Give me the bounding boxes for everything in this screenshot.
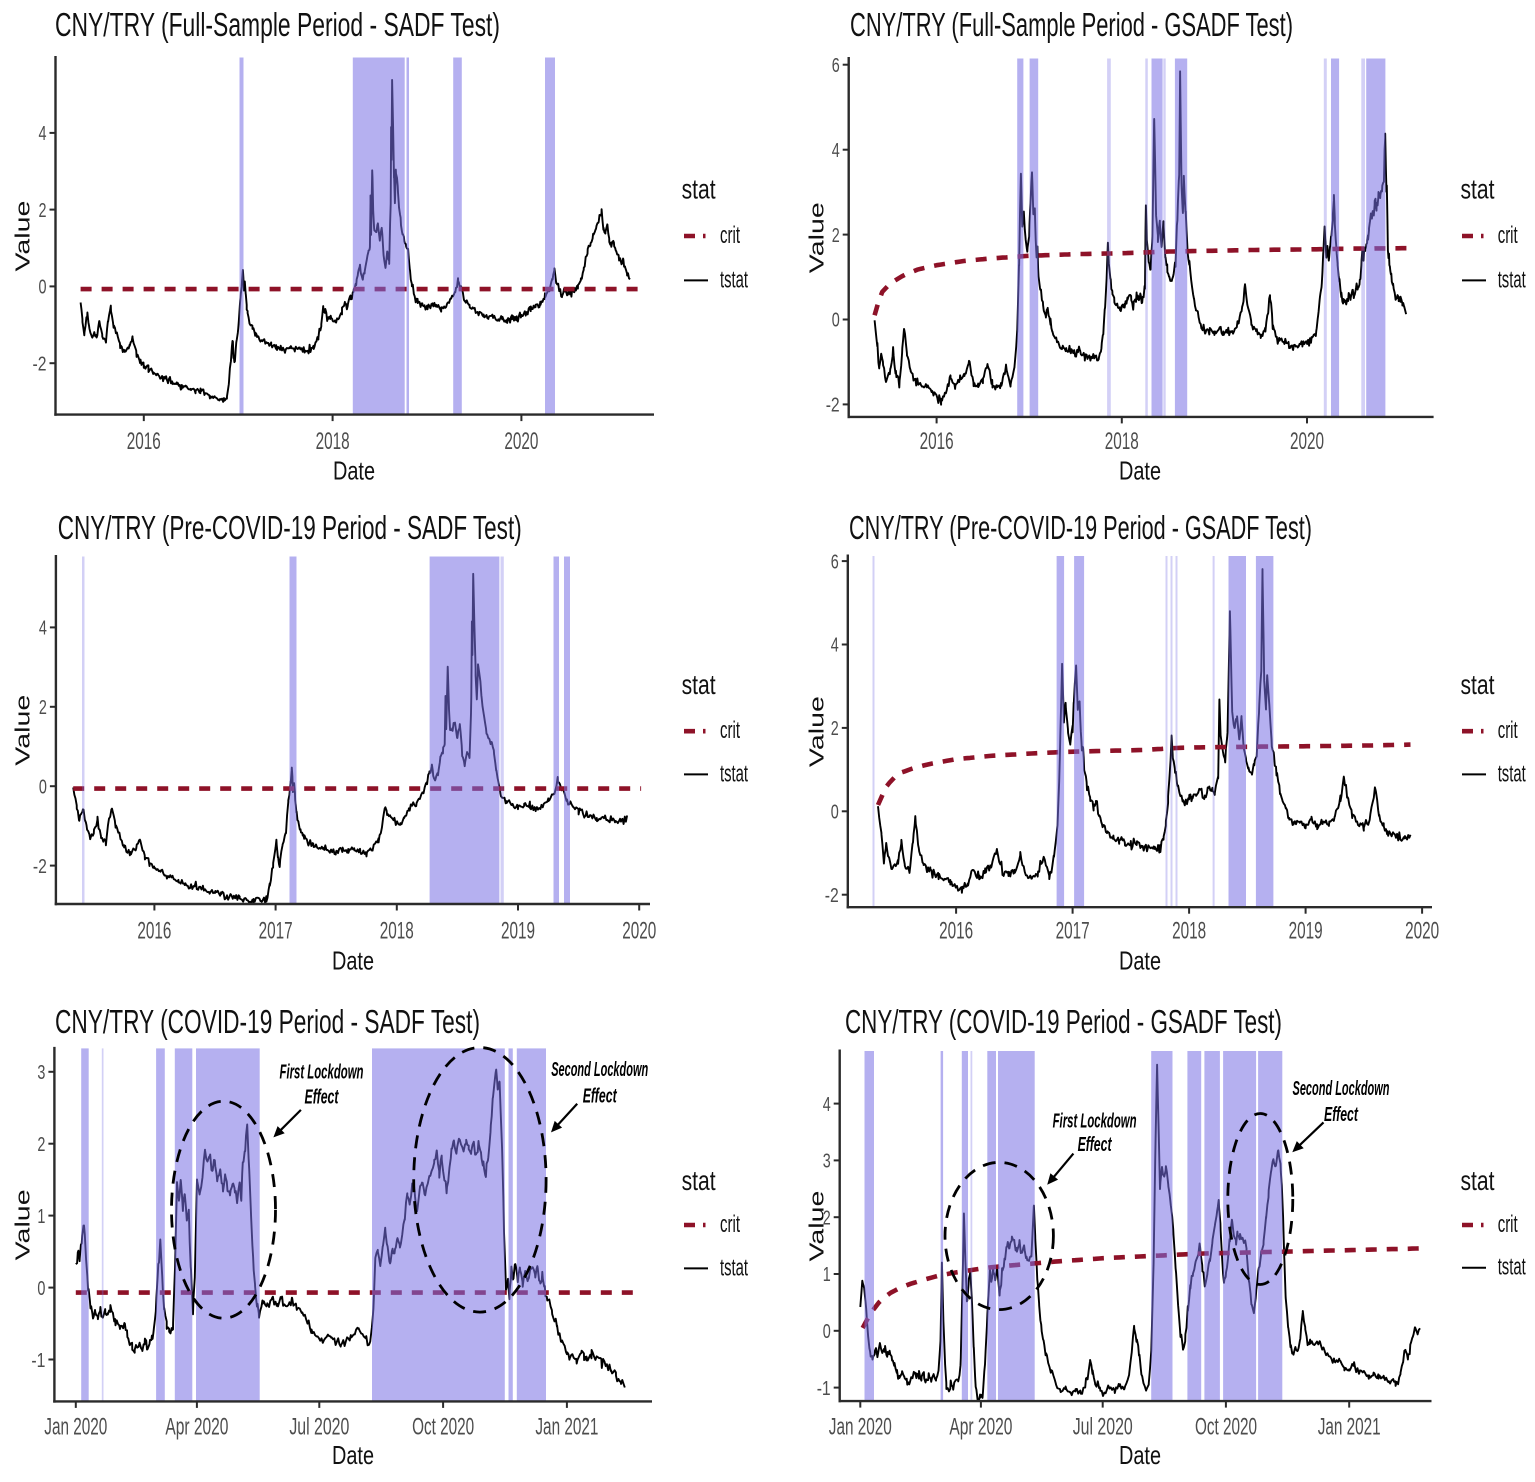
svg-text:Apr 2020: Apr 2020 xyxy=(949,1414,1012,1441)
svg-text:0: 0 xyxy=(823,1321,831,1343)
svg-text:2019: 2019 xyxy=(501,918,535,945)
svg-text:Value: Value xyxy=(807,202,829,273)
svg-text:Value: Value xyxy=(807,1191,829,1262)
svg-text:6: 6 xyxy=(831,551,839,573)
svg-text:2019: 2019 xyxy=(1289,918,1323,945)
svg-text:crit: crit xyxy=(720,717,740,744)
svg-text:4: 4 xyxy=(823,1094,831,1116)
svg-text:Jul 2020: Jul 2020 xyxy=(1073,1414,1133,1441)
svg-text:2016: 2016 xyxy=(127,428,161,455)
svg-text:-2: -2 xyxy=(826,395,840,417)
svg-text:Jan 2020: Jan 2020 xyxy=(829,1414,892,1441)
svg-text:0: 0 xyxy=(39,277,47,299)
svg-text:2020: 2020 xyxy=(1290,428,1324,455)
svg-text:First Lockdown: First Lockdown xyxy=(1053,1110,1137,1132)
svg-text:Date: Date xyxy=(1119,1440,1161,1470)
svg-text:tstat: tstat xyxy=(1498,1254,1526,1281)
svg-text:crit: crit xyxy=(720,1211,740,1238)
svg-text:stat: stat xyxy=(1461,669,1495,700)
svg-text:Date: Date xyxy=(333,456,375,486)
svg-text:2018: 2018 xyxy=(1105,428,1139,455)
svg-text:Jul 2020: Jul 2020 xyxy=(289,1414,349,1441)
svg-text:tstat: tstat xyxy=(720,760,748,787)
svg-text:Effect: Effect xyxy=(583,1085,618,1107)
svg-text:Apr 2020: Apr 2020 xyxy=(165,1414,228,1441)
svg-text:CNY/TRY (Pre-COVID-19 Period -: CNY/TRY (Pre-COVID-19 Period - SADF Test… xyxy=(58,509,522,546)
svg-text:-2: -2 xyxy=(825,885,839,907)
svg-text:tstat: tstat xyxy=(1498,760,1526,787)
svg-text:Jan 2020: Jan 2020 xyxy=(44,1414,107,1441)
svg-text:3: 3 xyxy=(37,1062,45,1084)
svg-text:0: 0 xyxy=(832,310,840,332)
svg-text:First Lockdown: First Lockdown xyxy=(280,1062,364,1084)
svg-text:2020: 2020 xyxy=(504,428,538,455)
svg-text:CNY/TRY (Pre-COVID-19 Period -: CNY/TRY (Pre-COVID-19 Period - GSADF Tes… xyxy=(849,509,1312,546)
svg-text:6: 6 xyxy=(832,55,840,77)
svg-text:Oct 2020: Oct 2020 xyxy=(412,1414,474,1441)
svg-text:2: 2 xyxy=(39,697,47,719)
svg-text:3: 3 xyxy=(823,1151,831,1173)
svg-text:stat: stat xyxy=(682,174,716,205)
svg-text:Effect: Effect xyxy=(1324,1104,1359,1126)
svg-text:2017: 2017 xyxy=(259,918,293,945)
svg-text:4: 4 xyxy=(832,140,840,162)
svg-text:Jan 2021: Jan 2021 xyxy=(1318,1414,1381,1441)
svg-text:2020: 2020 xyxy=(622,918,656,945)
svg-text:crit: crit xyxy=(1498,717,1518,744)
svg-text:CNY/TRY (Full-Sample Period -: CNY/TRY (Full-Sample Period - SADF Test) xyxy=(55,6,500,43)
svg-text:0: 0 xyxy=(39,776,47,798)
svg-text:2: 2 xyxy=(832,225,840,247)
svg-text:Effect: Effect xyxy=(305,1087,340,1109)
svg-text:Value: Value xyxy=(13,1189,35,1260)
svg-text:Second Lockdown: Second Lockdown xyxy=(551,1059,648,1081)
svg-text:crit: crit xyxy=(720,222,740,249)
svg-text:2016: 2016 xyxy=(920,428,954,455)
svg-text:-1: -1 xyxy=(31,1350,45,1372)
svg-text:1: 1 xyxy=(823,1264,831,1286)
svg-text:2: 2 xyxy=(37,1134,45,1156)
svg-text:2018: 2018 xyxy=(1172,918,1206,945)
svg-text:Value: Value xyxy=(13,201,35,272)
svg-text:tstat: tstat xyxy=(720,1254,748,1281)
svg-text:CNY/TRY (COVID-19 Period - SAD: CNY/TRY (COVID-19 Period - SADF Test) xyxy=(55,1003,480,1040)
svg-text:-2: -2 xyxy=(33,353,47,375)
svg-text:2016: 2016 xyxy=(939,918,973,945)
svg-text:Second Lockdown: Second Lockdown xyxy=(1293,1078,1390,1100)
svg-text:CNY/TRY (Full-Sample Period -: CNY/TRY (Full-Sample Period - GSADF Test… xyxy=(850,6,1293,43)
svg-text:2018: 2018 xyxy=(316,428,350,455)
svg-text:0: 0 xyxy=(831,802,839,824)
svg-text:crit: crit xyxy=(1498,222,1518,249)
svg-text:0: 0 xyxy=(37,1278,45,1300)
svg-text:stat: stat xyxy=(1461,174,1495,205)
svg-text:4: 4 xyxy=(831,635,839,657)
svg-text:2017: 2017 xyxy=(1056,918,1090,945)
svg-text:Value: Value xyxy=(807,696,829,767)
svg-text:Effect: Effect xyxy=(1078,1134,1113,1156)
svg-text:stat: stat xyxy=(1461,1165,1495,1196)
svg-text:CNY/TRY (COVID-19 Period - GSA: CNY/TRY (COVID-19 Period - GSADF Test) xyxy=(845,1003,1282,1040)
svg-text:tstat: tstat xyxy=(720,266,748,293)
svg-text:stat: stat xyxy=(682,669,716,700)
svg-text:4: 4 xyxy=(39,123,47,145)
svg-text:2016: 2016 xyxy=(137,918,171,945)
svg-text:4: 4 xyxy=(39,618,47,640)
svg-text:crit: crit xyxy=(1498,1211,1518,1238)
svg-text:-1: -1 xyxy=(817,1378,831,1400)
svg-text:2: 2 xyxy=(823,1207,831,1229)
svg-text:Oct 2020: Oct 2020 xyxy=(1195,1414,1257,1441)
svg-text:tstat: tstat xyxy=(1498,266,1526,293)
svg-text:Value: Value xyxy=(13,695,35,766)
svg-text:-2: -2 xyxy=(33,856,47,878)
svg-text:Date: Date xyxy=(1119,946,1161,976)
svg-text:2: 2 xyxy=(39,200,47,222)
svg-text:2018: 2018 xyxy=(380,918,414,945)
svg-text:Date: Date xyxy=(1119,456,1161,486)
svg-text:1: 1 xyxy=(37,1206,45,1228)
svg-text:Jan 2021: Jan 2021 xyxy=(535,1414,598,1441)
svg-text:Date: Date xyxy=(332,1440,374,1470)
svg-text:2020: 2020 xyxy=(1405,918,1439,945)
svg-text:stat: stat xyxy=(682,1165,716,1196)
svg-text:2: 2 xyxy=(831,718,839,740)
svg-text:Date: Date xyxy=(332,946,374,976)
